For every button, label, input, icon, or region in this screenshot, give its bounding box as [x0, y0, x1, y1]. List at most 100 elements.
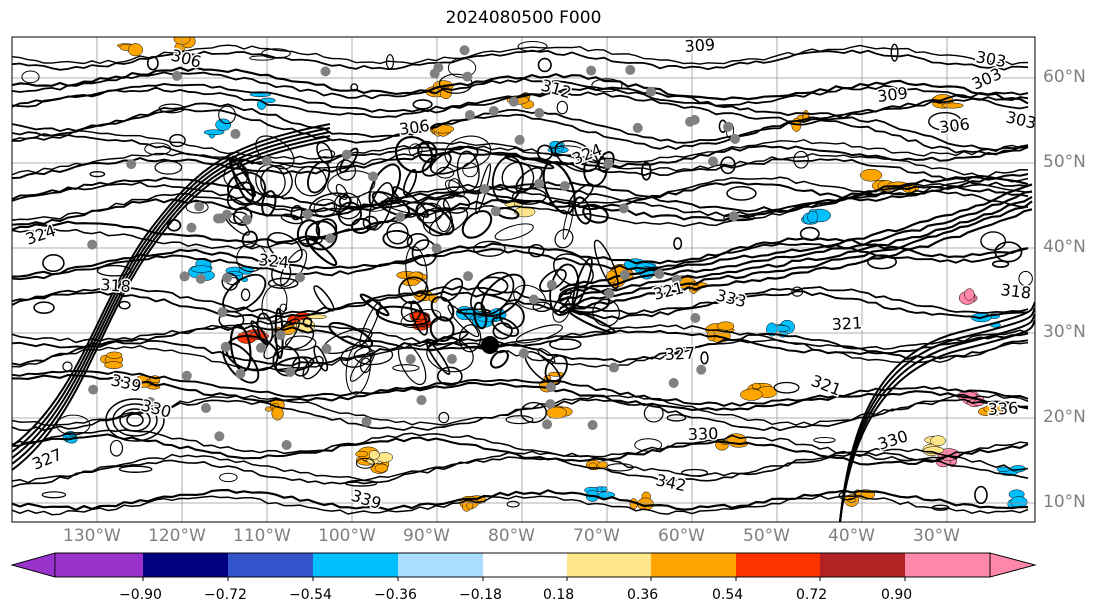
closed-contour	[250, 320, 269, 346]
contour-label: 309	[684, 35, 716, 56]
closed-contour	[313, 198, 337, 218]
shading-blob	[466, 501, 474, 510]
station-dot	[707, 156, 718, 167]
arc-contour	[12, 131, 331, 459]
closed-contour	[415, 202, 455, 236]
contour-line	[12, 488, 1029, 511]
closed-contour	[33, 301, 55, 314]
colorbar-tick-label: −0.36	[374, 587, 417, 603]
colorbar-tick-label: −0.90	[119, 587, 162, 603]
closed-contour	[241, 230, 258, 249]
closed-contour	[571, 257, 593, 308]
closed-contour	[349, 349, 376, 382]
lat-label: 40°N	[1043, 237, 1086, 257]
closed-contour	[700, 351, 709, 365]
closed-contour	[261, 190, 277, 217]
station-dot	[528, 294, 539, 305]
contour-center	[481, 336, 499, 354]
station-dot	[235, 368, 246, 379]
closed-contour	[146, 55, 159, 71]
station-dot	[181, 370, 192, 381]
colorbar	[10, 552, 1037, 581]
contour-line	[12, 429, 1029, 462]
contour-label: 324	[258, 250, 290, 272]
contour-label: 336	[987, 398, 1018, 419]
contour-line	[12, 451, 1029, 488]
station-dot	[587, 420, 598, 431]
station-dot	[604, 288, 615, 299]
jet-contour	[559, 183, 1033, 292]
station-dot	[586, 65, 597, 76]
contour-line	[12, 285, 1029, 315]
closed-contour	[1018, 270, 1033, 287]
closed-contour	[436, 166, 455, 179]
closed-contour	[442, 194, 471, 214]
closed-contour	[274, 322, 315, 351]
colorbar-tick-label: 0.36	[627, 587, 659, 603]
closed-contour	[542, 161, 576, 215]
station-dot	[463, 271, 474, 282]
shading-blob	[355, 450, 368, 458]
closed-contour	[444, 135, 492, 169]
station-dot	[195, 273, 206, 284]
closed-contour	[440, 277, 464, 302]
colorbar-tick-label: −0.72	[204, 587, 247, 603]
lon-label: 120°W	[148, 526, 206, 546]
station-dot	[431, 243, 442, 254]
contour-label: 318	[1000, 280, 1033, 303]
closed-contour	[89, 170, 106, 178]
station-dot	[325, 233, 336, 244]
closed-contour	[593, 239, 619, 290]
colorbar-bin	[313, 553, 398, 577]
closed-contour	[426, 330, 469, 352]
contour-line	[12, 71, 1029, 110]
closed-contour	[456, 308, 492, 315]
contour-line	[12, 176, 1029, 244]
contour-label: 330	[139, 396, 173, 422]
station-dot	[546, 279, 557, 290]
colorbar-tick-label: 0.90	[881, 587, 913, 603]
closed-contour	[118, 465, 153, 473]
closed-contour	[791, 286, 804, 297]
station-dot	[321, 343, 332, 354]
station-dot	[179, 271, 190, 282]
shading-blob	[368, 450, 380, 460]
station-dot	[214, 431, 225, 442]
arc-contour	[12, 127, 331, 453]
closed-contour	[307, 161, 331, 194]
station-dot	[285, 366, 296, 377]
closed-contour	[294, 165, 327, 197]
lat-label: 50°N	[1043, 152, 1086, 172]
contour-label: 318	[100, 275, 132, 296]
closed-contour	[280, 213, 303, 225]
contour-line	[12, 494, 1029, 516]
closed-contour	[458, 324, 482, 353]
station-dot	[230, 128, 241, 139]
closed-contour	[166, 219, 182, 232]
station-dot	[723, 121, 734, 132]
closed-contour	[96, 264, 132, 277]
closed-contour	[119, 408, 151, 432]
station-dot	[462, 71, 473, 82]
closed-contour	[799, 226, 820, 241]
station-dot	[275, 330, 286, 341]
shading-blob	[600, 486, 608, 492]
shading-blob	[983, 405, 995, 413]
jet-contour	[559, 190, 1033, 296]
contour-line	[12, 83, 1029, 117]
contour-line	[12, 398, 1029, 432]
shading-blob	[807, 210, 819, 223]
lon-label: 30°W	[913, 526, 960, 546]
closed-contour	[513, 284, 547, 310]
station-dot	[464, 110, 475, 121]
closed-contour	[554, 140, 599, 173]
lat-label: 30°N	[1043, 322, 1086, 342]
station-dot	[281, 439, 292, 450]
shading-blob	[106, 351, 123, 359]
colorbar-bin	[736, 553, 820, 577]
closed-contour	[386, 222, 409, 245]
closed-contour	[444, 179, 465, 198]
closed-contour	[355, 457, 375, 469]
contour-line	[12, 332, 1029, 367]
contour-line	[12, 290, 1029, 320]
